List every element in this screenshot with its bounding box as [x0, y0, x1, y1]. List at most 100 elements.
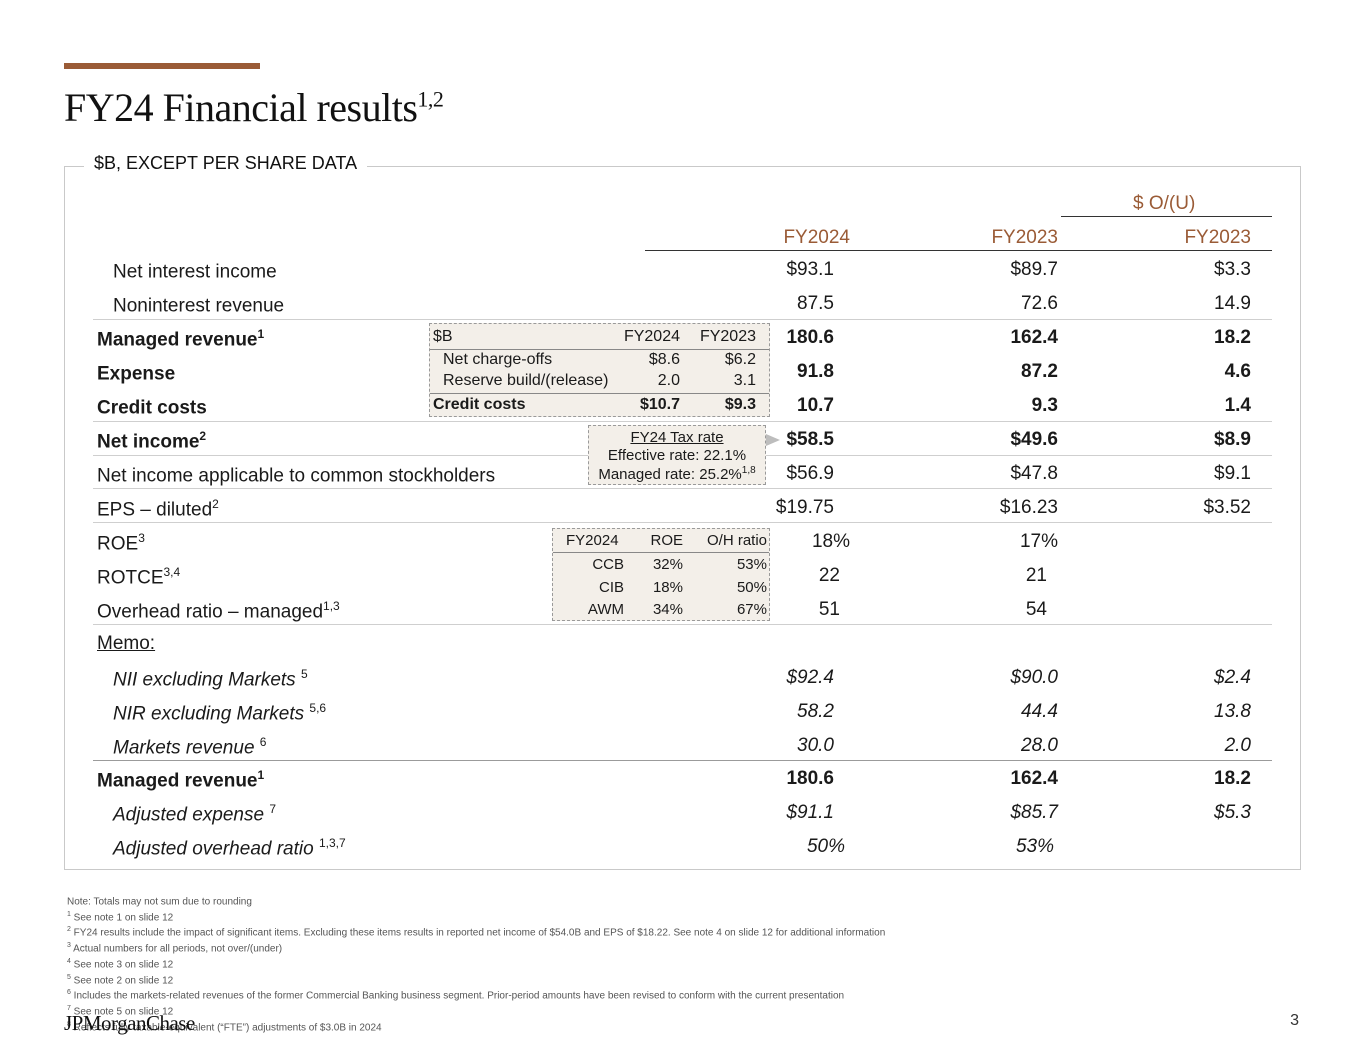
row-label: Adjusted overhead ratio 1,3,7 — [113, 836, 346, 860]
row-divider — [93, 319, 1272, 320]
row-label: Credit costs — [97, 397, 207, 419]
inset-value-fy2023: $6.2 — [724, 351, 756, 368]
value-fy2024: $93.1 — [786, 259, 834, 280]
value-fy2023: 9.3 — [1031, 395, 1058, 416]
value-fy2024: 180.6 — [786, 768, 834, 789]
value-fy2024: 51 — [818, 599, 840, 620]
roe-header-oh: O/H ratio — [706, 532, 767, 549]
value-fy2023: $49.6 — [1010, 429, 1058, 450]
memo-label: Memo: — [97, 633, 156, 654]
row-label: Noninterest revenue — [113, 295, 285, 317]
value-fy2024: 10.7 — [797, 395, 834, 416]
header-fy2023: FY2023 — [991, 227, 1058, 248]
inset-header-fy2023: FY2023 — [699, 328, 756, 345]
footnote: 7 See note 5 on slide 12 — [67, 1005, 174, 1018]
row-label: Net income applicable to common stockhol… — [97, 465, 496, 487]
inset-divider — [430, 349, 769, 350]
inset-total-fy2024: $10.7 — [639, 396, 680, 413]
jpmorganchase-logo: JPMorganChase — [64, 1011, 195, 1035]
value-variance: 1.4 — [1224, 395, 1251, 416]
value-variance: $3.3 — [1214, 259, 1251, 280]
value-fy2023: 54 — [1025, 599, 1047, 620]
value-fy2023: 28.0 — [1021, 735, 1058, 756]
value-fy2023: $89.7 — [1010, 259, 1058, 280]
header-underline — [645, 250, 1272, 251]
row-divider — [93, 760, 1272, 761]
footnote: 3 Actual numbers for all periods, not ov… — [67, 942, 283, 955]
row-divider — [93, 421, 1272, 422]
value-fy2023: $90.0 — [1010, 667, 1058, 688]
value-fy2024: 50% — [806, 836, 845, 857]
tax-rate-inset: FY24 Tax rate Effective rate: 22.1% Mana… — [588, 425, 766, 485]
roe-value: 34% — [652, 601, 683, 618]
effective-tax-rate: Effective rate: 22.1% — [607, 447, 747, 464]
inset-value-fy2023: 3.1 — [733, 372, 756, 389]
page-title: FY24 Financial results1,2 — [64, 85, 444, 130]
tax-rate-title: FY24 Tax rate — [630, 429, 724, 446]
inset-header-fy2024: FY2024 — [623, 328, 680, 345]
table-row: Markets revenue 6 30.0 28.0 2.0 — [0, 729, 1365, 763]
row-label: Managed revenue1 — [97, 327, 265, 351]
value-fy2024: $92.4 — [786, 667, 834, 688]
table-row: Credit costs 10.7 9.3 1.4 — [0, 389, 1365, 423]
value-fy2023: 21 — [1025, 565, 1047, 586]
value-fy2023: 53% — [1015, 836, 1054, 857]
value-variance: $2.4 — [1214, 667, 1251, 688]
oh-value: 50% — [736, 579, 767, 596]
oh-value: 53% — [736, 556, 767, 573]
inset-value-fy2024: 2.0 — [657, 372, 680, 389]
header-fy2024: FY2024 — [783, 227, 850, 248]
header-group: $ O/(U) — [1133, 193, 1196, 214]
row-label: EPS – diluted2 — [97, 497, 219, 521]
value-variance: 18.2 — [1214, 327, 1251, 348]
value-variance: 2.0 — [1224, 735, 1251, 756]
value-fy2024: $56.9 — [786, 463, 834, 484]
row-label: Expense — [97, 363, 176, 385]
value-fy2024: 180.6 — [786, 327, 834, 348]
inset-row-label: Net charge-offs — [443, 351, 553, 368]
roe-header-roe: ROE — [650, 532, 683, 549]
row-label: Markets revenue 6 — [113, 735, 267, 759]
accent-bar — [64, 63, 260, 69]
value-fy2024: 30.0 — [797, 735, 834, 756]
value-fy2023: $16.23 — [999, 497, 1058, 518]
table-row: Expense 91.8 87.2 4.6 — [0, 355, 1365, 389]
table-row: NII excluding Markets 5 $92.4 $90.0 $2.4 — [0, 661, 1365, 695]
table-row: Overhead ratio – managed1,3 51 54 — [0, 593, 1365, 627]
row-label: NIR excluding Markets 5,6 — [113, 701, 327, 725]
value-variance: $9.1 — [1214, 463, 1251, 484]
tax-callout-pointer — [766, 434, 780, 446]
value-variance: 18.2 — [1214, 768, 1251, 789]
row-divider — [93, 624, 1272, 625]
footnotes: Note: Totals may not sum due to rounding… — [67, 893, 885, 1035]
row-label: Adjusted expense 7 — [113, 802, 277, 826]
footnote: 5 See note 2 on slide 12 — [67, 973, 174, 986]
value-fy2024: 91.8 — [797, 361, 834, 382]
row-label: NII excluding Markets 5 — [113, 667, 308, 691]
table-row: Net income applicable to common stockhol… — [0, 457, 1365, 491]
roe-segment: AWM — [587, 601, 624, 618]
row-label: Net interest income — [113, 261, 277, 283]
credit-costs-inset: $B FY2024 FY2023 Net charge-offs $8.6 $6… — [429, 323, 770, 417]
value-fy2023: 44.4 — [1021, 701, 1058, 722]
results-frame — [64, 166, 1301, 870]
row-label: ROTCE3,4 — [97, 565, 181, 589]
roe-segment: CCB — [592, 556, 624, 573]
header-variance-fy2023: FY2023 — [1184, 227, 1251, 248]
footnote: 2 FY24 results include the impact of sig… — [67, 926, 886, 939]
value-fy2024: 22 — [818, 565, 840, 586]
value-variance: 14.9 — [1214, 293, 1251, 314]
inset-divider — [430, 393, 769, 394]
footnote: 4 See note 3 on slide 12 — [67, 957, 174, 971]
roe-segment: CIB — [598, 579, 624, 596]
value-fy2024: 58.2 — [797, 701, 834, 722]
inset-total-fy2023: $9.3 — [724, 396, 756, 413]
segment-roe-inset: FY2024 ROE O/H ratio CCB 32% 53% CIB 18%… — [552, 528, 770, 621]
row-label: Net income2 — [97, 429, 207, 453]
value-fy2023: 162.4 — [1010, 327, 1058, 348]
table-row: Adjusted overhead ratio 1,3,7 50% 53% — [0, 830, 1365, 864]
frame-label: $B, EXCEPT PER SHARE DATA — [84, 153, 368, 174]
value-fy2023: 87.2 — [1021, 361, 1058, 382]
value-variance: $8.9 — [1214, 429, 1251, 450]
value-fy2024: 18% — [811, 531, 850, 552]
